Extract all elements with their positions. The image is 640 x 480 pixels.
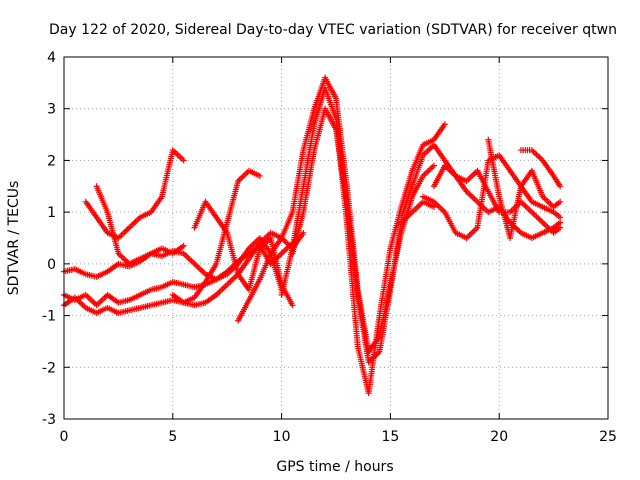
x-tick-label: 20 [490, 429, 508, 445]
x-axis-label: GPS time / hours [276, 459, 393, 475]
axis-ticks: 0 5 10 15 20 25 -3 -2 -1 0 1 2 3 4 [42, 50, 617, 445]
data-point [256, 172, 263, 179]
data-point [557, 214, 564, 221]
series-arc-c [61, 229, 307, 316]
y-tick-label: -3 [42, 412, 56, 428]
series-arc-o [517, 147, 564, 190]
y-tick-label: 2 [47, 153, 56, 169]
y-tick-label: 1 [47, 205, 56, 221]
x-tick-label: 10 [273, 429, 291, 445]
y-tick-label: -1 [42, 309, 56, 325]
y-tick-label: -2 [42, 360, 56, 376]
data-point [557, 219, 564, 226]
data-point [180, 242, 187, 249]
series-arc-m [430, 162, 564, 241]
data-points [61, 74, 564, 397]
series-arc-j [289, 105, 437, 366]
data-point [557, 224, 564, 231]
series-arc-l [420, 152, 564, 241]
x-tick-label: 25 [599, 429, 617, 445]
data-point [300, 229, 307, 236]
y-axis-label: SDTVAR / TECUs [6, 181, 22, 296]
y-tick-label: 3 [47, 102, 56, 118]
series-arc-i [278, 85, 448, 397]
data-point [180, 157, 187, 164]
y-tick-label: 0 [47, 257, 56, 273]
chart-title: Day 122 of 2020, Sidereal Day-to-day VTE… [49, 22, 617, 38]
x-tick-label: 15 [381, 429, 399, 445]
data-point [441, 121, 448, 128]
data-point [557, 183, 564, 190]
plot-frame [63, 56, 609, 420]
x-tick-label: 0 [60, 429, 69, 445]
data-point [289, 302, 296, 309]
x-tick-label: 5 [168, 429, 177, 445]
series-arc-n [485, 136, 564, 241]
data-point [430, 203, 437, 210]
series-arc-e [93, 183, 187, 267]
y-tick-label: 4 [47, 50, 56, 66]
data-point [557, 198, 564, 205]
data-point [430, 162, 437, 169]
